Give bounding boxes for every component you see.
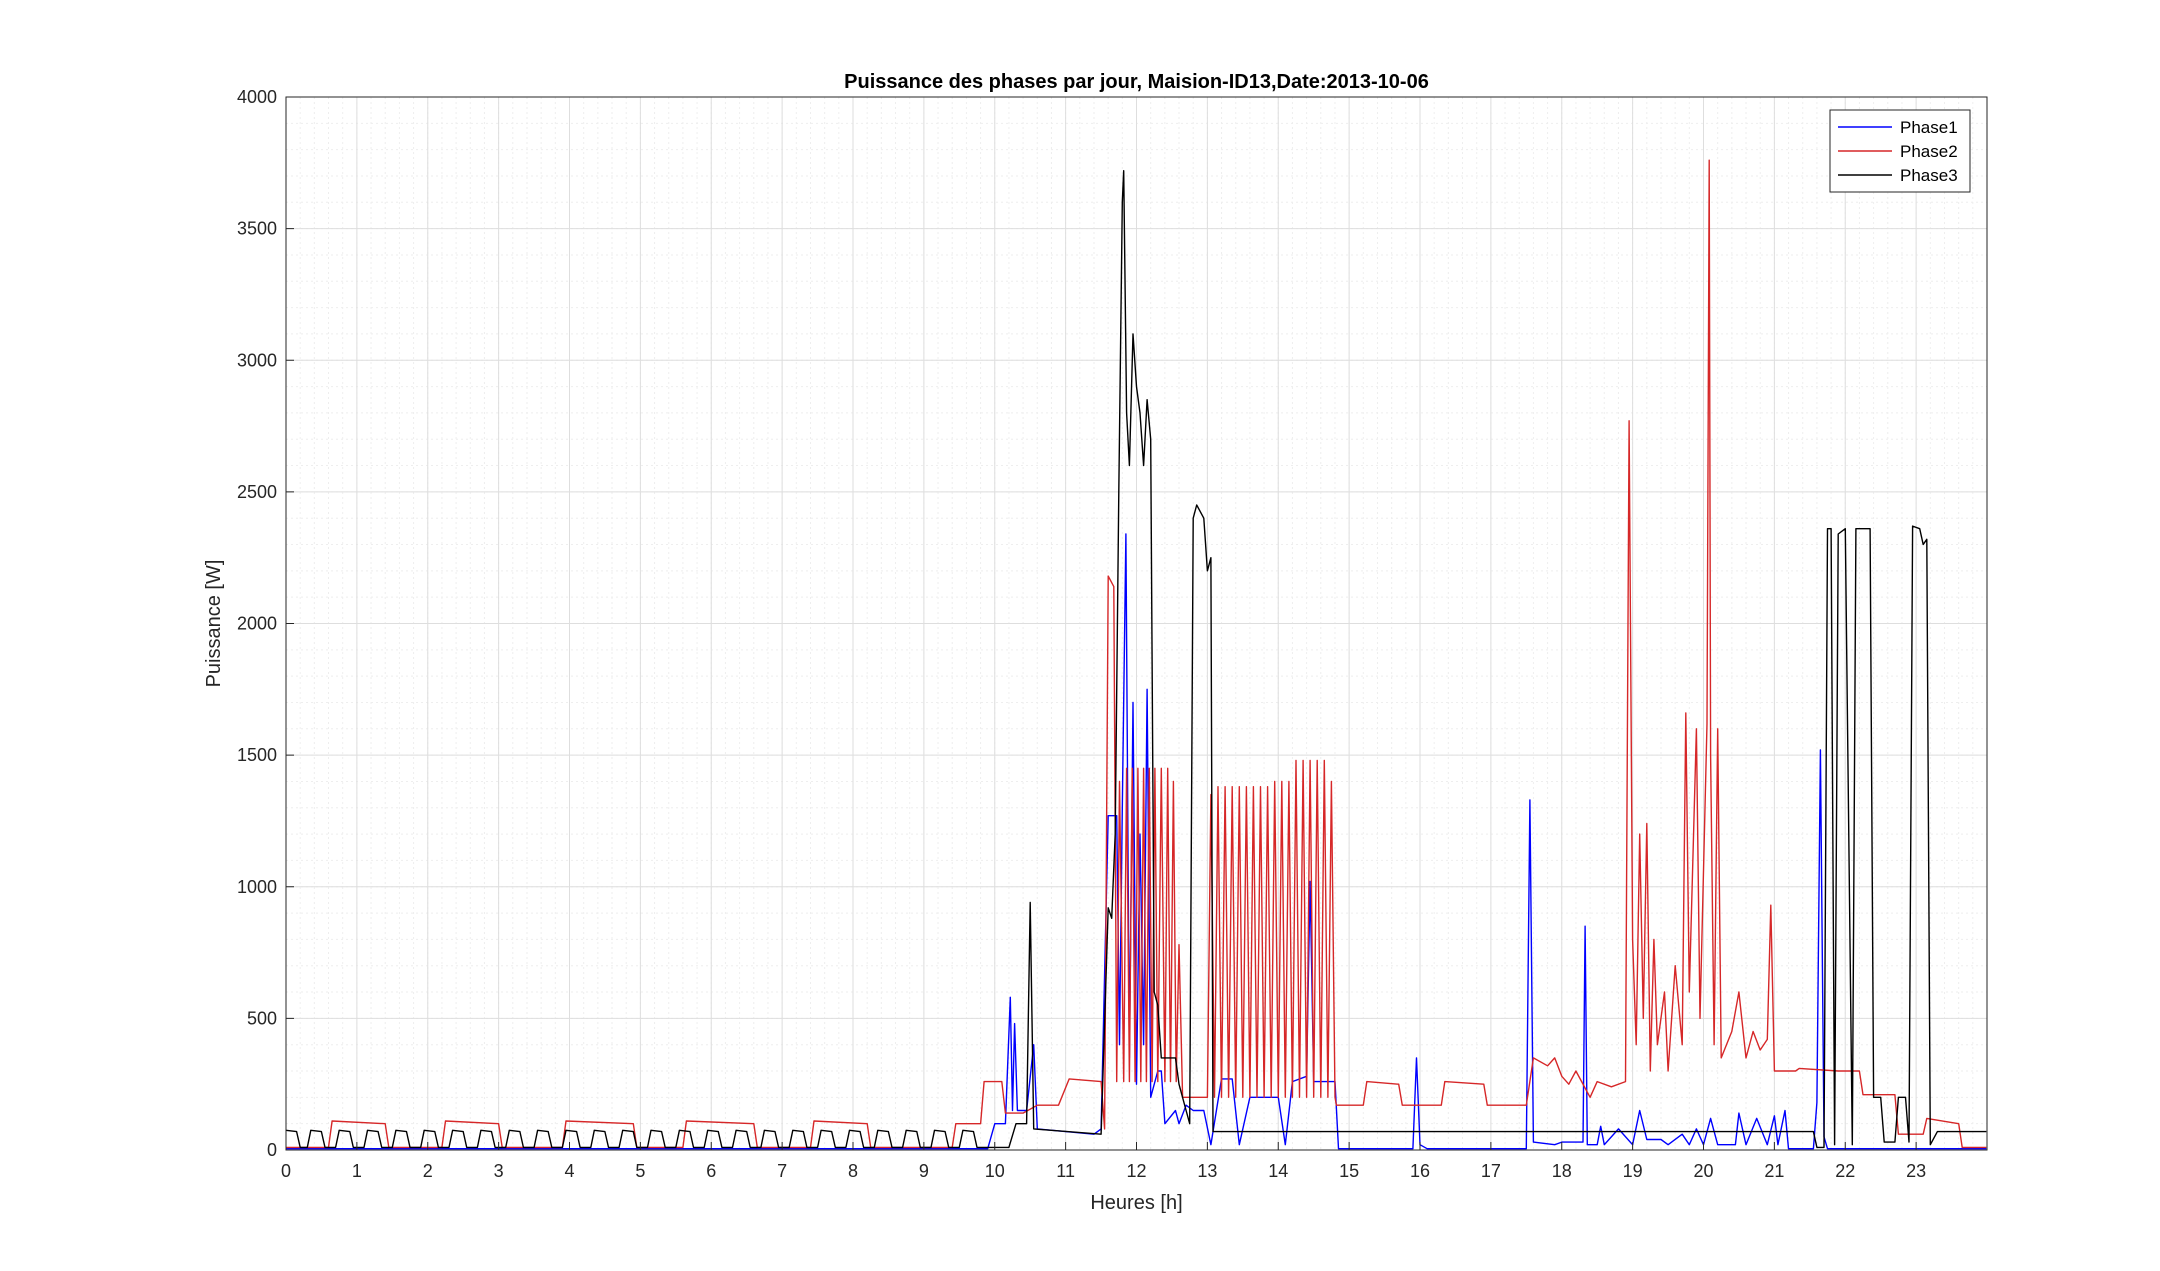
x-axis: 0 1 2 3 4 5 6 7 8 9 10 11 12 13 14 15 16 17 18 19 20 21 22 23 [281, 1142, 1926, 1181]
x-tick-label: 6 [706, 1161, 716, 1181]
x-tick-label: 18 [1552, 1161, 1572, 1181]
y-tick-label: 0 [267, 1140, 277, 1160]
x-tick-label: 9 [919, 1161, 929, 1181]
x-tick-label: 1 [352, 1161, 362, 1181]
series-group [285, 159, 1987, 1150]
x-tick-label: 3 [494, 1161, 504, 1181]
plot-area [285, 96, 1988, 1151]
x-tick-label: 17 [1481, 1161, 1501, 1181]
series-line-phase3 [285, 170, 1987, 1149]
x-tick-label: 15 [1339, 1161, 1359, 1181]
x-tick-label: 0 [281, 1161, 291, 1181]
x-tick-label: 11 [1056, 1161, 1075, 1181]
y-tick-label: 4000 [237, 87, 277, 107]
x-tick-label: 2 [423, 1161, 433, 1181]
series-line-phase2 [286, 159, 1987, 1149]
x-tick-label: 20 [1693, 1161, 1713, 1181]
x-tick-label: 19 [1623, 1161, 1643, 1181]
y-tick-label: 1500 [237, 745, 277, 765]
x-tick-label: 22 [1835, 1161, 1855, 1181]
x-tick-label: 14 [1268, 1161, 1288, 1181]
legend-label-phase3: Phase3 [1900, 166, 1958, 185]
x-axis-label: Heures [h] [1090, 1192, 1182, 1214]
y-tick-label: 500 [247, 1008, 277, 1028]
y-tick-label: 2500 [237, 482, 277, 502]
y-axis-label: Puissance [W] [203, 560, 225, 688]
y-tick-label: 1000 [237, 877, 277, 897]
x-tick-label: 4 [564, 1161, 574, 1181]
y-tick-label: 3000 [237, 350, 277, 370]
legend: Phase1 Phase2 Phase3 [1829, 109, 1971, 193]
y-tick-label: 2000 [237, 614, 277, 634]
chart-title: Puissance des phases par jour, Maision-I… [844, 71, 1429, 93]
x-tick-label: 8 [848, 1161, 858, 1181]
legend-label-phase2: Phase2 [1900, 142, 1958, 161]
x-tick-label: 21 [1764, 1161, 1784, 1181]
y-tick-label: 3500 [237, 219, 277, 239]
x-tick-label: 10 [985, 1161, 1005, 1181]
x-tick-label: 7 [777, 1161, 787, 1181]
x-tick-label: 5 [635, 1161, 645, 1181]
x-tick-label: 13 [1197, 1161, 1217, 1181]
legend-label-phase1: Phase1 [1900, 118, 1958, 137]
x-tick-label: 16 [1410, 1161, 1430, 1181]
y-axis: 0 500 1000 1500 2000 2500 3000 3500 4000 [237, 87, 294, 1160]
x-tick-label: 23 [1906, 1161, 1926, 1181]
x-tick-label: 12 [1126, 1161, 1146, 1181]
